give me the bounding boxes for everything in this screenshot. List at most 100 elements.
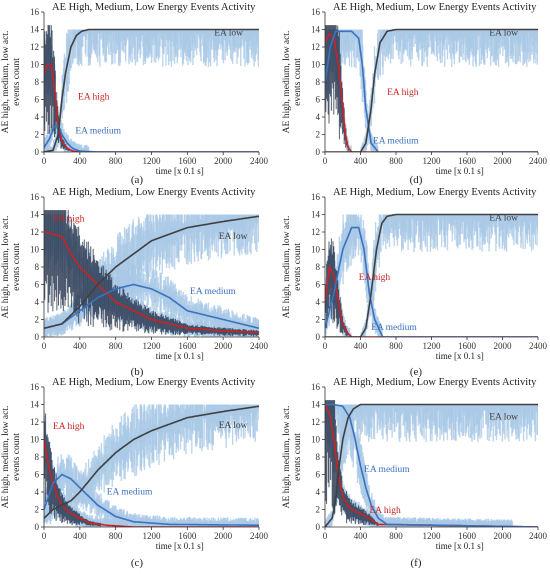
series-line-ea-low: [44, 28, 259, 152]
plot-area: [44, 210, 259, 337]
chart-title: AE High, Medium, Low Energy Events Activ…: [333, 2, 537, 13]
x-tick-label: 400: [73, 531, 87, 541]
x-tick-label: 0: [42, 531, 47, 541]
y-tick-label: 4: [316, 112, 321, 122]
y-tick-label: 12: [311, 42, 320, 52]
y-tick-label: 10: [30, 245, 40, 255]
series-line-ea-high: [44, 439, 259, 527]
y-tick-label: 12: [30, 417, 39, 427]
y-tick-label: 14: [311, 210, 321, 220]
panel-caption: (a): [131, 174, 144, 186]
annotation-ea-high: EA high: [53, 215, 85, 225]
y-tick-label: 10: [311, 245, 321, 255]
noise-band-ea-low: [360, 29, 538, 152]
y-tick-label: 12: [30, 42, 39, 52]
annotation-ea-high: EA high: [53, 422, 85, 432]
x-tick-label: 1200: [423, 156, 442, 166]
x-tick-label: 0: [323, 341, 328, 351]
y-tick-label: 6: [316, 95, 321, 105]
chart-panel-c: 0 2 4 6 8 10 12 14 16 0 400 800 1200 1600 2000 2400 AE H…: [1, 377, 269, 569]
y-tick-label: 4: [35, 297, 40, 307]
x-tick-label: 400: [73, 156, 87, 166]
annotation-ea-medium: EA medium: [107, 488, 153, 498]
annotation-ea-medium: EA medium: [371, 323, 417, 333]
x-tick-label: 2000: [214, 531, 233, 541]
y-tick-label: 16: [311, 192, 321, 202]
series-line-ea-high: [44, 231, 259, 334]
series-line-ea-low: [44, 405, 259, 519]
annotation-ea-high: EA high: [78, 93, 110, 103]
x-tick-label: 0: [323, 156, 328, 166]
x-tick-label: 1600: [178, 156, 197, 166]
annotation-ea-medium: EA medium: [373, 136, 419, 146]
y-tick-label: 8: [316, 77, 321, 87]
y-tick-label: 10: [30, 435, 40, 445]
series-line-ea-medium: [44, 473, 259, 527]
y-tick-label: 10: [30, 60, 40, 70]
y-tick-label: 10: [311, 60, 321, 70]
series-line-ea-medium: [44, 125, 259, 152]
plot-area: [325, 400, 538, 527]
y-axis-label: AE high, medium, low act.events count: [282, 31, 303, 134]
series-line-ea-low: [44, 215, 259, 330]
chart-title: AE High, Medium, Low Energy Events Activ…: [52, 187, 256, 198]
x-tick-label: 800: [109, 531, 123, 541]
x-axis-label: time [x 0.1 s]: [156, 351, 204, 361]
y-tick-label: 14: [30, 25, 40, 35]
annotation-ea-low: EA low: [214, 29, 243, 39]
panel-caption: (b): [131, 366, 144, 378]
x-tick-label: 1600: [458, 341, 477, 351]
y-tick-label: 6: [316, 280, 321, 290]
y-tick-label: 14: [30, 400, 40, 410]
x-axis-label: time [x 0.1 s]: [156, 166, 204, 176]
x-tick-label: 2000: [494, 156, 513, 166]
noise-dark: [44, 210, 259, 337]
y-tick-label: 4: [35, 487, 40, 497]
panel-caption: (c): [131, 557, 144, 569]
x-tick-label: 1200: [143, 341, 162, 351]
y-tick-label: 12: [311, 227, 320, 237]
x-axis-label: time [x 0.1 s]: [156, 541, 204, 551]
series-line-ea-high: [325, 264, 538, 337]
chart-title: AE High, Medium, Low Energy Events Activ…: [52, 2, 256, 13]
y-tick-label: 16: [30, 382, 40, 392]
y-axis-label: AE high, medium, low act.events count: [282, 216, 303, 319]
y-tick-label: 2: [35, 315, 40, 325]
y-axis-label: AE high, medium, low act.events count: [1, 216, 22, 319]
y-tick-label: 8: [35, 262, 40, 272]
series-line-ea-low: [325, 213, 538, 337]
x-tick-label: 0: [42, 341, 47, 351]
x-tick-label: 1600: [178, 341, 197, 351]
annotation-ea-high: EA high: [387, 88, 419, 98]
x-tick-label: 800: [109, 341, 123, 351]
x-tick-label: 800: [109, 156, 123, 166]
y-tick-label: 2: [35, 505, 40, 515]
x-tick-label: 800: [389, 156, 403, 166]
y-tick-label: 2: [316, 130, 321, 140]
y-tick-label: 0: [316, 332, 321, 342]
chart-panel-b: 0 2 4 6 8 10 12 14 16 0 400 800 1200 1600 2000 2400 AE H…: [1, 187, 269, 378]
y-tick-label: 8: [316, 262, 321, 272]
y-tick-label: 14: [311, 25, 321, 35]
annotation-ea-medium: EA medium: [75, 127, 121, 137]
annotation-ea-low: EA low: [489, 29, 518, 39]
x-tick-label: 1200: [423, 341, 442, 351]
y-tick-label: 0: [35, 522, 40, 532]
x-tick-label: 1600: [458, 156, 477, 166]
x-tick-label: 400: [354, 156, 368, 166]
x-tick-label: 2400: [250, 156, 269, 166]
y-tick-label: 6: [35, 95, 40, 105]
x-tick-label: 2400: [250, 531, 269, 541]
series-line-ea-medium: [325, 226, 538, 337]
x-tick-label: 1200: [143, 156, 162, 166]
chart-panel-e: 0 2 4 6 8 10 12 14 16 0 400 800 1200 1600 2000 2400 AE H…: [282, 187, 548, 378]
annotation-ea-low: EA low: [219, 232, 248, 242]
noise-dark: [44, 25, 70, 152]
y-tick-label: 4: [35, 112, 40, 122]
x-tick-label: 2000: [214, 341, 233, 351]
y-tick-label: 16: [30, 192, 40, 202]
y-tick-label: 2: [316, 315, 321, 325]
y-axis-label: AE high, medium, low act.events count: [1, 31, 22, 134]
